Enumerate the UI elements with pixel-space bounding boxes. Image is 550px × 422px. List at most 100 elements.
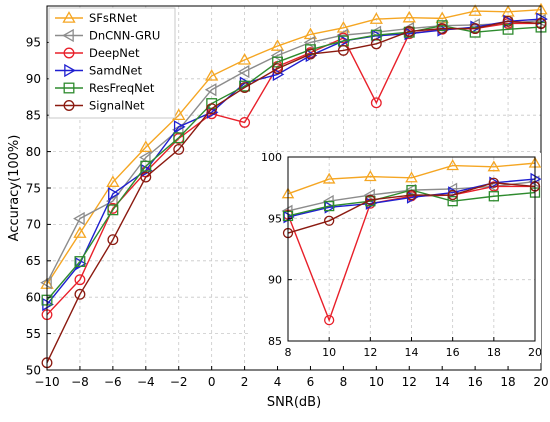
main-y-tick-label: 85 bbox=[26, 109, 41, 123]
x-axis-label: SNR(dB) bbox=[267, 395, 321, 410]
inset-data-point-sfsrnet bbox=[446, 159, 459, 171]
legend-label-resfreqnet: ResFreqNet bbox=[89, 81, 155, 95]
main-data-point-sfsrnet bbox=[172, 108, 186, 120]
main-x-tick-label: −10 bbox=[34, 375, 59, 389]
main-y-tick-label: 95 bbox=[26, 36, 41, 50]
main-series-line-signalnet bbox=[46, 20, 542, 364]
inset-x-tick-label: 20 bbox=[528, 346, 542, 359]
main-data-point-resfreqnet bbox=[370, 29, 382, 41]
inset-x-axis-ticks: 8 10 12 14 16 18 20 bbox=[285, 337, 542, 359]
main-data-point-signalnet bbox=[206, 103, 218, 115]
y-axis-label: Accuracy(100%) bbox=[7, 135, 22, 242]
main-y-tick-label: 50 bbox=[26, 363, 41, 377]
main-y-axis-ticks: 50 55 60 65 70 75 80 85 90 95 bbox=[26, 36, 51, 377]
main-data-point-signalnet bbox=[469, 23, 481, 35]
main-data-point-resfreqnet bbox=[502, 23, 514, 35]
main-y-tick-label: 60 bbox=[26, 291, 41, 305]
main-data-point-dncnn-gru bbox=[270, 48, 283, 63]
main-data-point-deepnet bbox=[74, 274, 86, 286]
legend-marker-resfreqnet bbox=[63, 82, 75, 94]
main-data-point-signalnet bbox=[436, 23, 448, 35]
legend-box bbox=[48, 7, 176, 119]
inset-y-tick-label: 85 bbox=[268, 335, 282, 348]
inset-y-tick-label: 100 bbox=[261, 151, 282, 164]
inset-data-point-resfreqnet bbox=[447, 196, 458, 207]
main-data-point-signalnet bbox=[337, 44, 349, 56]
main-data-point-signalnet bbox=[403, 26, 415, 37]
main-data-point-resfreqnet bbox=[107, 204, 119, 216]
main-data-point-signalnet bbox=[370, 38, 382, 50]
legend-entries: SFsRNet DnCNN-GRU DeepNet SamdNet ResFreqNet… bbox=[55, 11, 160, 113]
inset-series-group bbox=[281, 156, 542, 326]
legend-entry-samdnet: SamdNet bbox=[55, 64, 143, 78]
main-data-point-dncnn-gru bbox=[40, 275, 52, 290]
main-x-tick-label: 8 bbox=[340, 375, 348, 389]
main-data-point-sfsrnet bbox=[73, 226, 87, 238]
main-data-point-resfreqnet bbox=[173, 132, 185, 144]
main-x-tick-label: 4 bbox=[274, 375, 282, 389]
main-data-point-dncnn-gru bbox=[237, 64, 250, 79]
main-data-point-dncnn-gru bbox=[73, 211, 85, 226]
main-data-point-signalnet bbox=[239, 82, 251, 93]
main-data-point-samdnet bbox=[272, 67, 285, 82]
main-y-tick-label: 70 bbox=[26, 218, 41, 232]
inset-data-point-dncnn-gru bbox=[446, 182, 458, 196]
legend-entry-dncnn-gru: DnCNN-GRU bbox=[55, 29, 160, 43]
inset-data-point-signalnet bbox=[447, 189, 458, 201]
main-data-point-sfsrnet bbox=[205, 69, 219, 81]
main-x-tick-label: 14 bbox=[435, 375, 450, 389]
inset-y-tick-label: 95 bbox=[268, 212, 282, 225]
main-data-point-samdnet bbox=[173, 120, 186, 134]
legend-entry-signalnet: SignalNet bbox=[55, 99, 145, 113]
legend-label-signalnet: SignalNet bbox=[89, 99, 145, 113]
main-y-tick-label: 65 bbox=[26, 254, 41, 268]
main-data-point-sfsrnet bbox=[139, 140, 153, 153]
inset-data-point-sfsrnet bbox=[405, 171, 418, 183]
main-data-point-signalnet bbox=[173, 143, 185, 155]
inset-data-point-signalnet bbox=[365, 194, 376, 206]
inset-data-point-signalnet bbox=[406, 189, 417, 201]
main-data-point-sfsrnet bbox=[237, 53, 252, 65]
main-data-point-signalnet bbox=[107, 234, 119, 246]
main-data-point-signalnet bbox=[74, 288, 86, 300]
main-data-point-resfreqnet bbox=[272, 56, 283, 68]
inset-data-point-sfsrnet bbox=[487, 160, 501, 172]
inset-x-tick-label: 8 bbox=[285, 346, 292, 359]
main-y-tick-label: 80 bbox=[26, 145, 41, 159]
main-data-point-samdnet bbox=[338, 34, 351, 48]
main-data-point-signalnet bbox=[140, 171, 152, 183]
main-data-point-sfsrnet bbox=[402, 10, 416, 23]
inset-series-line-signalnet bbox=[287, 182, 536, 234]
inset-x-tick-label: 14 bbox=[405, 346, 419, 359]
main-data-point-sfsrnet bbox=[270, 39, 285, 51]
main-data-point-resfreqnet bbox=[140, 160, 152, 172]
main-data-point-sfsrnet bbox=[369, 12, 383, 24]
main-x-tick-label: 2 bbox=[241, 375, 249, 389]
main-series-line-sfsrnet bbox=[46, 8, 542, 285]
main-data-point-dncnn-gru bbox=[204, 83, 217, 97]
legend-entry-sfsrnet: SFsRNet bbox=[55, 11, 138, 25]
legend-marker-deepnet bbox=[63, 47, 75, 59]
inset-data-point-signalnet bbox=[324, 215, 335, 226]
inset-data-point-resfreqnet bbox=[324, 200, 335, 212]
main-x-tick-label: 0 bbox=[208, 375, 216, 389]
inset-data-point-sfsrnet bbox=[322, 172, 336, 184]
main-x-tick-label: 20 bbox=[533, 375, 548, 389]
main-data-point-dncnn-gru bbox=[138, 150, 151, 165]
legend-entry-deepnet: DeepNet bbox=[55, 46, 140, 60]
main-x-tick-label: −6 bbox=[104, 375, 122, 389]
main-data-point-resfreqnet bbox=[74, 256, 86, 267]
main-data-point-deepnet bbox=[239, 117, 251, 128]
inset-x-tick-label: 18 bbox=[487, 346, 501, 359]
main-data-point-signalnet bbox=[272, 63, 283, 75]
legend-marker-dncnn-gru bbox=[62, 28, 74, 43]
inset-data-point-signalnet bbox=[488, 177, 499, 188]
legend: SFsRNet DnCNN-GRU DeepNet SamdNet ResFreqNet… bbox=[48, 7, 176, 119]
main-data-point-sfsrnet bbox=[106, 175, 120, 187]
main-data-point-resfreqnet bbox=[469, 26, 481, 38]
legend-label-samdnet: SamdNet bbox=[89, 64, 143, 78]
legend-marker-samdnet bbox=[64, 63, 76, 78]
main-data-point-resfreqnet bbox=[436, 20, 448, 32]
